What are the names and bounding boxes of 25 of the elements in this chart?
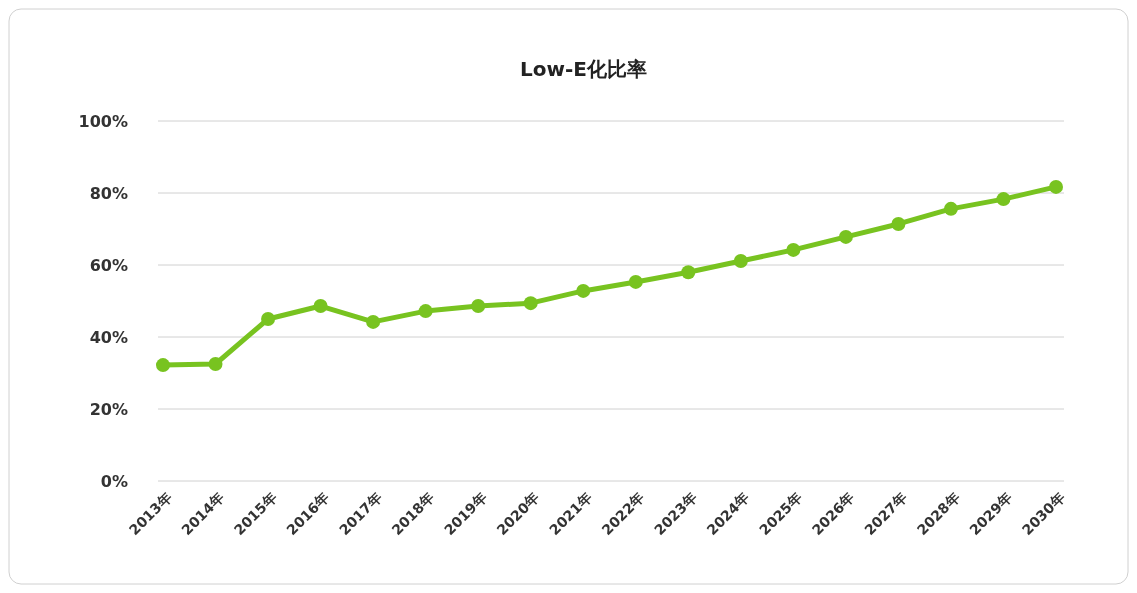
point [838, 229, 853, 244]
point [628, 274, 643, 289]
y-tick-label: 20% [89, 399, 128, 419]
y-tick-label: 40% [89, 327, 128, 347]
point [366, 314, 381, 329]
y-tick-label: 100% [78, 111, 128, 131]
point [418, 304, 433, 319]
point [1049, 179, 1063, 194]
point [523, 296, 538, 311]
point [313, 299, 328, 314]
point [261, 312, 276, 326]
point [208, 357, 223, 371]
point [576, 283, 591, 298]
y-tick-label: 80% [89, 183, 128, 203]
chart-title: Low-E化比率 [520, 57, 647, 81]
point [891, 216, 906, 231]
point [471, 299, 486, 314]
point [681, 265, 696, 280]
y-tick-label: 0% [100, 471, 128, 491]
point [733, 254, 748, 269]
point [156, 358, 170, 373]
point [996, 192, 1011, 207]
point [943, 201, 958, 216]
y-tick-label: 60% [89, 255, 128, 275]
point [786, 242, 801, 257]
